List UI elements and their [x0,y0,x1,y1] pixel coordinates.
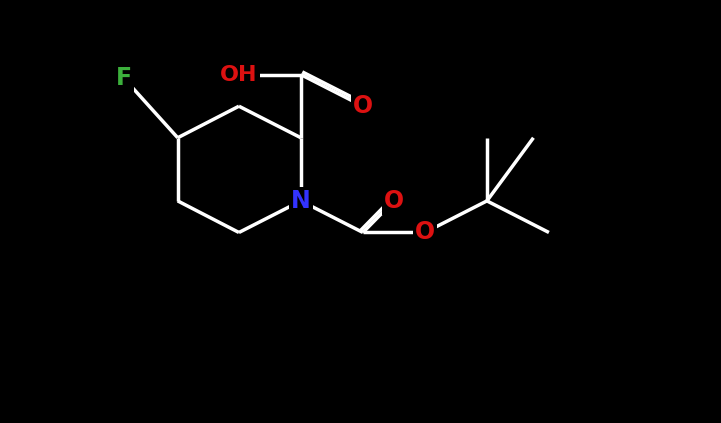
Text: F: F [115,66,131,90]
Text: O: O [384,189,404,213]
Text: O: O [415,220,435,244]
Text: OH: OH [220,65,257,85]
Text: N: N [291,189,311,213]
Text: O: O [353,94,373,118]
